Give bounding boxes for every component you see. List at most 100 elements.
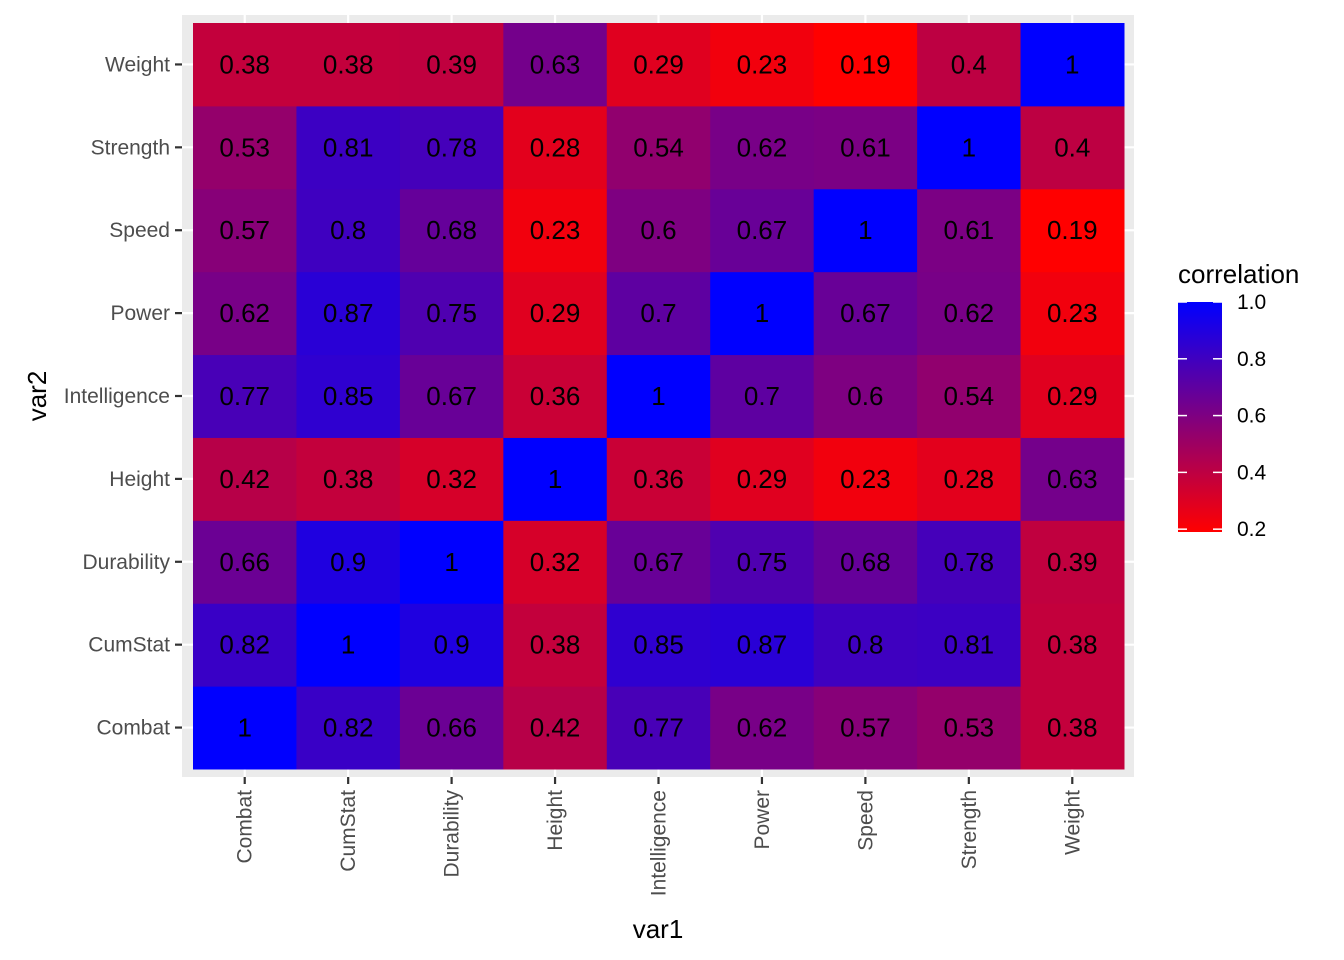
x-axis: Combat CumStat Durability Height Intelligenc… (234, 777, 1084, 896)
cell-value-label: 0.39 (426, 49, 477, 79)
cell-value-label: 0.61 (840, 132, 891, 162)
cell-value-label: 0.87 (323, 298, 374, 328)
legend: correlation 1.0 0.8 0.6 0.4 0.2 (1178, 259, 1299, 541)
cell-value-label: 0.6 (640, 215, 676, 245)
cell-value-label: 0.38 (1047, 630, 1098, 660)
heatmap-cell (606, 354, 711, 438)
heatmap-cell (813, 271, 918, 356)
heatmap-cell (813, 105, 918, 190)
cell-value-label: 0.29 (633, 49, 684, 79)
heatmap-cell (917, 271, 1022, 356)
cell-value-label: 0.38 (323, 464, 374, 494)
heatmap-cell (917, 188, 1022, 273)
cell-value-label: 0.8 (330, 215, 366, 245)
heatmap-cell (606, 603, 711, 687)
x-tick-label: Weight (1061, 790, 1084, 855)
cell-value-label: 0.23 (1047, 298, 1098, 328)
x-axis-title: var1 (633, 914, 684, 944)
heatmap-cell (399, 603, 504, 687)
y-tick-label: Strength (91, 136, 170, 159)
cell-value-label: 1 (341, 630, 355, 660)
heatmap-cell (606, 105, 711, 190)
x-tick-label: Strength (958, 790, 981, 869)
heatmap-cell (296, 437, 401, 521)
heatmap-cell (710, 188, 815, 273)
heatmap-cell (399, 520, 504, 604)
cell-value-label: 0.38 (323, 49, 374, 79)
y-tick-label: Combat (96, 717, 170, 740)
cell-value-label: 0.68 (426, 215, 477, 245)
cell-value-label: 0.54 (633, 132, 684, 162)
cell-value-label: 1 (651, 381, 665, 411)
heatmap-cell (503, 686, 608, 770)
heatmap-cell (813, 437, 918, 521)
cell-value-label: 0.85 (323, 381, 374, 411)
cell-value-label: 0.61 (944, 215, 995, 245)
heatmap-cell (399, 188, 504, 273)
heatmap-cell (193, 188, 297, 273)
cell-value-label: 0.53 (219, 132, 270, 162)
x-tick-label: CumStat (337, 790, 360, 872)
heatmap-cell (710, 271, 815, 356)
x-tick-label: Speed (854, 790, 877, 851)
cell-value-label: 0.66 (426, 713, 477, 743)
heatmap-cell (606, 686, 711, 770)
x-tick-label: Power (751, 790, 774, 850)
heatmap-cell (1020, 520, 1125, 604)
heatmap-cells: 1 0.82 0.66 0.42 0.77 0.62 0.57 0.53 0.38 0.82 1 0.… (193, 23, 1125, 770)
cell-value-label: 0.29 (530, 298, 581, 328)
legend-tick-label: 1.0 (1237, 291, 1266, 314)
y-tick-label: Speed (109, 219, 170, 242)
cell-value-label: 1 (1065, 49, 1079, 79)
heatmap-cell (1020, 354, 1125, 438)
heatmap-cell (296, 188, 401, 273)
cell-value-label: 0.63 (1047, 464, 1098, 494)
heatmap-cell (193, 686, 297, 770)
heatmap-cell (606, 520, 711, 604)
cell-value-label: 0.78 (944, 547, 995, 577)
heatmap-cell (710, 354, 815, 438)
cell-value-label: 0.68 (840, 547, 891, 577)
heatmap-cell (917, 105, 1022, 190)
heatmap-cell (296, 105, 401, 190)
y-tick-label: Power (110, 302, 170, 325)
cell-value-label: 0.29 (1047, 381, 1098, 411)
heatmap-cell (503, 603, 608, 687)
cell-value-label: 0.7 (640, 298, 676, 328)
heatmap-cell (503, 520, 608, 604)
cell-value-label: 0.9 (330, 547, 366, 577)
heatmap-cell (503, 105, 608, 190)
heatmap-cell (399, 437, 504, 521)
heatmap-cell (193, 354, 297, 438)
cell-value-label: 0.23 (530, 215, 581, 245)
heatmap-cell (193, 520, 297, 604)
cell-value-label: 0.23 (737, 49, 788, 79)
cell-value-label: 1 (962, 132, 976, 162)
heatmap-cell (296, 603, 401, 687)
cell-value-label: 0.77 (219, 381, 270, 411)
legend-tick-label: 0.2 (1237, 518, 1266, 541)
cell-value-label: 0.62 (219, 298, 270, 328)
heatmap-cell (606, 271, 711, 356)
heatmap-cell (917, 354, 1022, 438)
heatmap-cell (813, 603, 918, 687)
x-tick-label: Intelligence (648, 790, 671, 896)
heatmap-cell (296, 23, 401, 107)
heatmap-cell (1020, 23, 1125, 107)
legend-tick-label: 0.4 (1237, 461, 1267, 484)
cell-value-label: 0.87 (737, 630, 788, 660)
cell-value-label: 0.42 (530, 713, 581, 743)
x-tick-label: Height (544, 790, 567, 851)
y-tick-label: Weight (105, 53, 170, 76)
cell-value-label: 0.62 (944, 298, 995, 328)
heatmap-cell (503, 437, 608, 521)
cell-value-label: 0.77 (633, 713, 684, 743)
heatmap-cell (296, 520, 401, 604)
heatmap-cell (917, 437, 1022, 521)
cell-value-label: 0.7 (744, 381, 780, 411)
heatmap-cell (1020, 105, 1125, 190)
heatmap-cell (296, 271, 401, 356)
heatmap-cell (917, 603, 1022, 687)
cell-value-label: 0.32 (530, 547, 581, 577)
